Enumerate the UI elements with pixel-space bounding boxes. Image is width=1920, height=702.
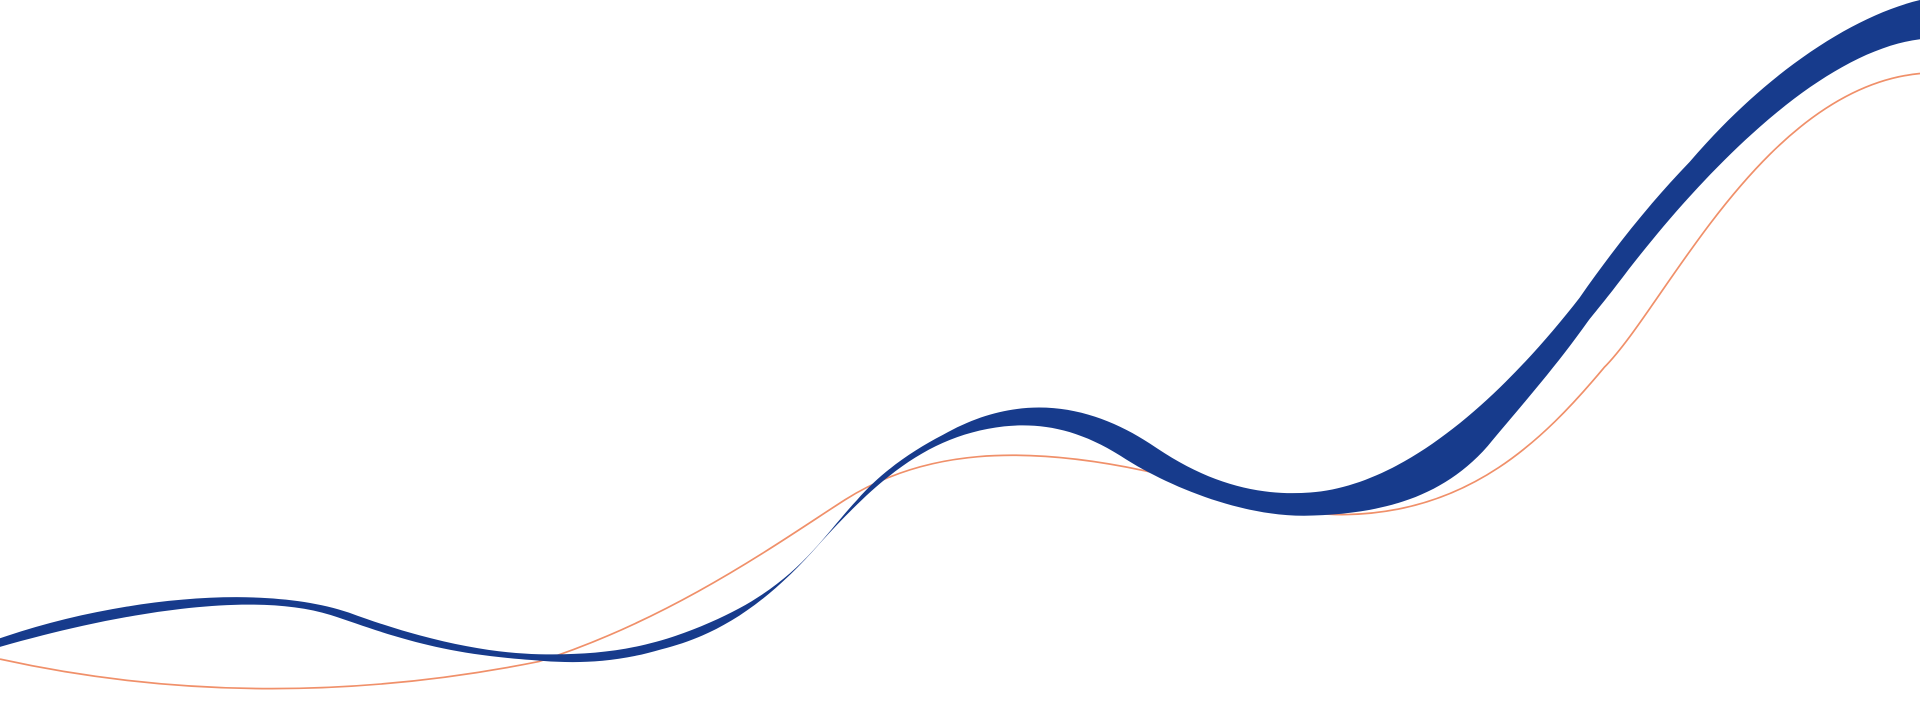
orange-wave xyxy=(0,72,1920,690)
blue-ribbon xyxy=(0,0,1920,663)
